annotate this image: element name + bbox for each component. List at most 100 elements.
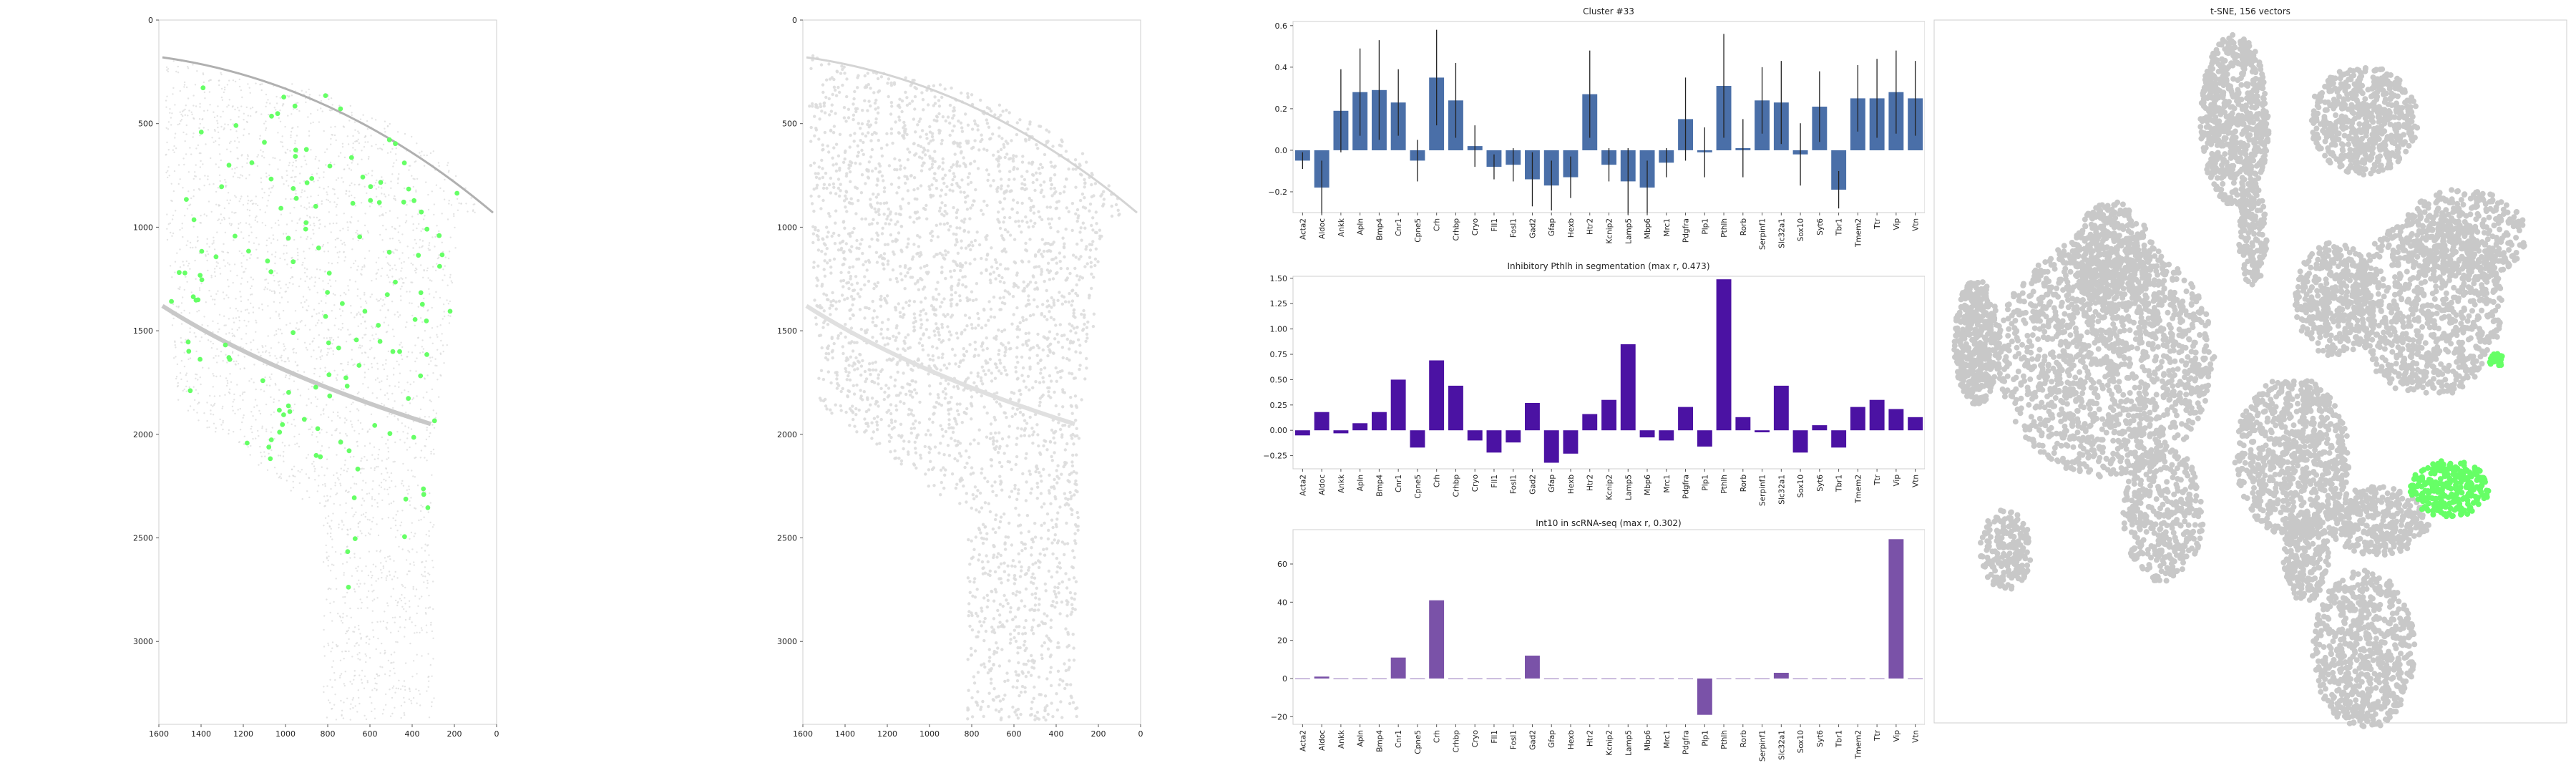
cell-point: [930, 132, 935, 135]
cell-point: [1005, 619, 1009, 623]
cell-point: [900, 278, 904, 282]
highlighted-cell: [213, 254, 219, 260]
cell-point: [332, 353, 335, 356]
cell-point: [172, 93, 174, 95]
cell-point: [345, 190, 348, 192]
cell-point: [255, 248, 258, 251]
cell-point: [256, 404, 258, 407]
cell-point: [438, 256, 440, 258]
cell-point: [975, 298, 978, 301]
cell-point: [344, 417, 346, 419]
cell-point: [966, 183, 970, 186]
cell-point: [883, 243, 887, 246]
cell-point: [947, 228, 951, 232]
cell-point: [866, 397, 869, 402]
x-tick-label: 600: [363, 729, 378, 739]
cell-point: [424, 611, 427, 614]
cell-point: [357, 130, 359, 132]
cell-point: [422, 276, 424, 278]
cell-point: [1015, 454, 1019, 459]
cell-point: [289, 374, 291, 377]
cell-point: [863, 369, 867, 374]
cell-point: [435, 184, 438, 186]
cell-point: [970, 646, 973, 651]
cell-point: [189, 357, 192, 359]
cell-point: [334, 280, 337, 282]
cell-point: [364, 266, 366, 268]
cell-point: [431, 236, 434, 238]
cell-point: [331, 641, 334, 643]
cell-point: [265, 175, 268, 178]
cell-point: [449, 276, 452, 278]
cell-point: [931, 345, 935, 349]
cell-point: [217, 262, 219, 264]
cell-point: [901, 386, 904, 389]
cell-point: [350, 616, 352, 618]
cell-point: [322, 409, 324, 412]
cell-point: [228, 432, 230, 435]
cell-point: [405, 559, 408, 561]
highlighted-cell: [286, 235, 291, 241]
highlighted-cell: [372, 423, 378, 428]
cell-point: [406, 245, 409, 248]
cell-point: [428, 244, 430, 246]
cell-point: [990, 265, 994, 269]
cell-point: [427, 248, 429, 250]
cell-point: [1029, 674, 1033, 677]
cell-point: [1072, 326, 1076, 330]
cell-point: [223, 259, 225, 261]
highlighted-cell: [268, 269, 274, 275]
highlighted-cell: [344, 384, 350, 389]
cell-point: [306, 215, 308, 217]
cell-point: [252, 306, 255, 308]
cell-point: [419, 238, 421, 241]
cell-point: [380, 205, 382, 208]
cell-point: [976, 167, 980, 170]
cell-point: [862, 390, 866, 394]
cell-point: [945, 221, 950, 225]
cell-point: [234, 140, 236, 142]
cell-point: [821, 83, 825, 87]
cell-point: [334, 694, 336, 696]
cell-point: [991, 490, 995, 493]
cell-point: [952, 106, 956, 110]
cell-point: [835, 371, 839, 374]
cell-point: [341, 326, 343, 329]
cell-point: [347, 364, 349, 366]
cell-point: [985, 346, 989, 351]
cell-point: [225, 384, 228, 387]
cell-point: [185, 153, 187, 155]
cell-point: [875, 423, 879, 427]
cell-point: [210, 295, 213, 298]
cell-point: [852, 113, 856, 117]
cell-point: [270, 347, 273, 349]
cell-point: [353, 363, 356, 366]
cell-point: [893, 449, 897, 453]
cell-point: [328, 348, 331, 350]
cell-point: [1065, 267, 1070, 271]
cell-point: [170, 117, 172, 119]
cell-point: [1067, 668, 1070, 671]
cell-point: [967, 538, 970, 542]
cell-point: [329, 611, 331, 614]
cell-point: [932, 118, 936, 122]
cell-point: [270, 242, 273, 244]
cell-point: [213, 303, 216, 306]
cell-point: [238, 141, 240, 143]
cell-point: [942, 176, 945, 180]
cell-point: [330, 651, 332, 653]
cell-point: [997, 577, 1001, 580]
cell-point: [387, 309, 389, 311]
cell-point: [1114, 203, 1118, 207]
cell-point: [860, 217, 864, 221]
cell-point: [1058, 505, 1062, 509]
cell-point: [987, 691, 991, 695]
cell-point: [235, 211, 237, 214]
cell-point: [279, 110, 281, 112]
cell-point: [1056, 641, 1060, 645]
cell-point: [418, 223, 420, 225]
cell-point: [950, 347, 955, 351]
cell-point: [275, 251, 277, 253]
cell-point: [171, 276, 173, 278]
cell-point: [912, 142, 916, 146]
